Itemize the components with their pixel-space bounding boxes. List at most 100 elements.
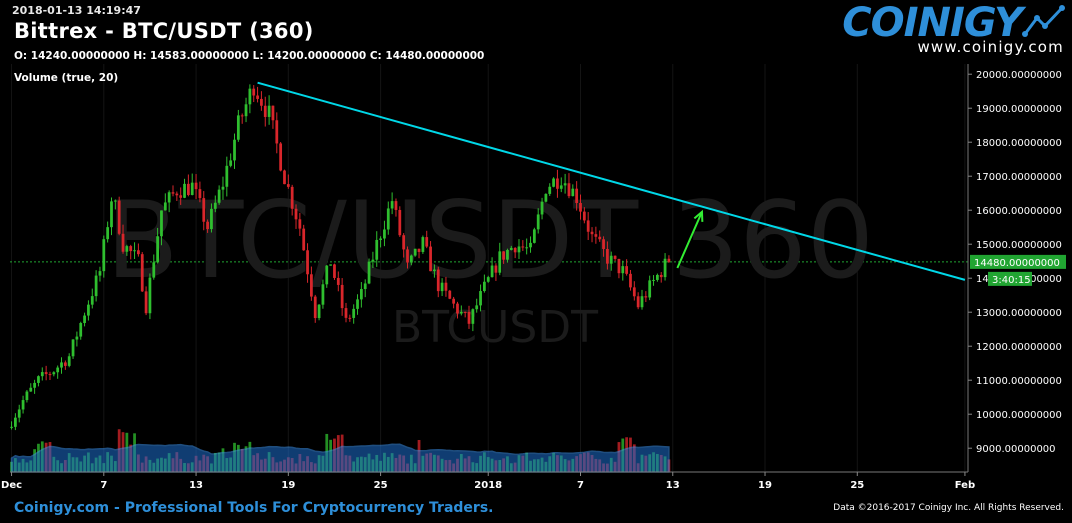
candle-body (171, 192, 175, 194)
arrow-head (693, 209, 704, 222)
candle-body (202, 198, 206, 222)
candle-body (256, 95, 259, 99)
candle-body (152, 262, 156, 278)
candle-body (425, 237, 429, 247)
chart-watermark: BTC/USDT 360 BTCUSDT (106, 179, 874, 353)
candle-body (10, 426, 13, 428)
x-tick-label: 7 (577, 480, 584, 491)
time-axis: Dec 7 13 19 25 2018 7 13 19 25 Feb (1, 471, 975, 491)
candle-body (440, 282, 444, 292)
candle-body (306, 250, 309, 275)
candle-body (133, 250, 136, 252)
y-tick-label: 20000.00000000 (976, 70, 1062, 81)
candle-body (448, 290, 452, 299)
candle-body (260, 98, 263, 106)
coinigy-url[interactable]: www.coinigy.com (917, 38, 1064, 56)
candle-body (509, 247, 513, 250)
candle-body (186, 183, 190, 195)
coinigy-logo[interactable]: COINIGY (842, 0, 1023, 46)
candle-body (321, 284, 325, 305)
candle-body (648, 280, 652, 298)
y-tick-label: 11000.00000000 (976, 376, 1062, 387)
candle-body (517, 246, 521, 253)
candle-body (459, 311, 463, 314)
candle-body (271, 105, 275, 121)
candle-body (386, 208, 390, 230)
candle-body (236, 115, 240, 140)
x-tick-label: 2018 (474, 480, 502, 491)
candle-body (148, 277, 152, 314)
candle-body (37, 376, 40, 383)
candle-body (183, 183, 186, 198)
y-tick-label: 15000.00000000 (976, 240, 1062, 251)
candle-body (129, 246, 133, 252)
y-tick-label: 19000.00000000 (976, 104, 1062, 115)
candle-body (302, 228, 306, 251)
candle-body (248, 88, 252, 105)
candle-body (286, 184, 290, 187)
candle-body (506, 249, 509, 260)
candle-body (436, 269, 440, 292)
volume-indicator-label[interactable]: Volume (true, 20) (14, 72, 119, 84)
x-tick-label: 7 (100, 480, 107, 491)
candle-body (121, 233, 125, 252)
candle-body (137, 250, 140, 255)
candle-body (559, 185, 563, 189)
candle-body (29, 387, 33, 392)
candle-body (429, 246, 432, 272)
candle-body (640, 296, 644, 308)
candle-body (233, 139, 236, 161)
candle-body (613, 255, 617, 259)
candle-body (594, 234, 598, 237)
candle-body (75, 336, 79, 340)
watermark-big: BTC/USDT 360 (106, 179, 874, 302)
candle-body (83, 315, 86, 324)
candle-body (329, 264, 332, 266)
candle-body (621, 266, 625, 274)
candle-body (313, 296, 317, 319)
chart-title: Bittrex - BTC/USDT (360) (14, 19, 314, 43)
price-tags: 14480.00000000 3:40:15 (970, 254, 1066, 286)
candle-body (413, 248, 417, 256)
volume-average-area (10, 443, 670, 473)
candle-body (490, 265, 494, 278)
candle-body (402, 235, 406, 250)
candle-body (221, 186, 225, 190)
candle-body (632, 287, 636, 297)
candle-body (206, 221, 209, 230)
candle-body (483, 281, 486, 292)
candle-body (556, 178, 559, 189)
candle-body (417, 248, 421, 252)
footer-tagline-link[interactable]: Coinigy.com - Professional Tools For Cry… (14, 500, 494, 516)
candle-body (375, 239, 379, 260)
candle-body (502, 251, 505, 260)
candle-body (279, 143, 283, 171)
candle-body (113, 200, 117, 202)
candle-body (367, 261, 371, 284)
candle-body (652, 279, 655, 281)
candle-body (540, 201, 544, 215)
countdown-tag (988, 271, 1032, 286)
x-tick-label: 19 (281, 480, 295, 491)
candle-body (609, 255, 613, 264)
candle-body (102, 239, 106, 272)
candle-body (536, 214, 540, 230)
candle-body (456, 303, 459, 314)
candle-body (117, 200, 121, 234)
candle-body (298, 219, 302, 229)
candle-body (475, 305, 479, 310)
candle-body (125, 246, 129, 252)
candle-body (486, 277, 490, 282)
candle-body (498, 251, 502, 273)
candle-body (71, 339, 75, 357)
candle-body (344, 308, 348, 318)
y-tick-label: 9000.00000000 (976, 444, 1056, 455)
candle-body (325, 265, 329, 285)
x-tick-label: Feb (955, 480, 975, 491)
last-price-label: 14480.00000000 (974, 258, 1060, 269)
candle-body (290, 186, 294, 209)
candle-body (144, 291, 148, 314)
candle-body (629, 273, 632, 288)
candle-body (659, 274, 663, 278)
